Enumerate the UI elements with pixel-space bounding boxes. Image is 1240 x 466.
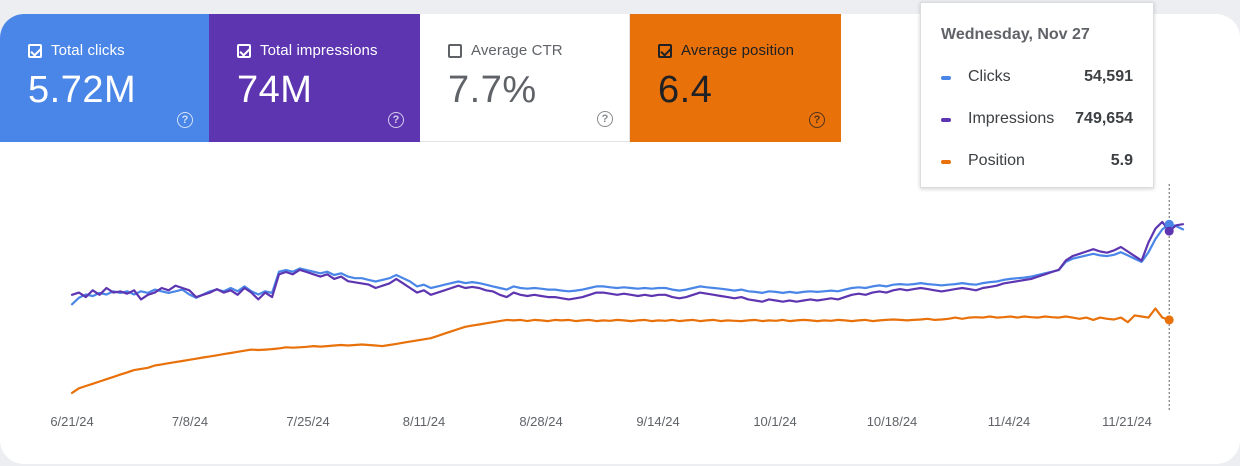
average-ctr-value: 7.7% xyxy=(448,69,537,111)
x-tick-label: 10/1/24 xyxy=(753,414,796,429)
help-icon[interactable]: ? xyxy=(388,112,404,128)
tooltip-label: Impressions xyxy=(968,110,1055,127)
help-icon[interactable]: ? xyxy=(597,111,613,127)
total-impressions-value: 74M xyxy=(237,69,313,111)
series-line-position xyxy=(70,307,1171,394)
help-icon[interactable]: ? xyxy=(177,112,193,128)
chart-tooltip: Wednesday, Nov 27 Clicks 54,591 Impressi… xyxy=(920,2,1154,188)
x-tick-label: 8/28/24 xyxy=(519,414,562,429)
total-clicks-label: Total clicks xyxy=(51,42,125,59)
total-clicks-value: 5.72M xyxy=(28,69,137,111)
x-tick-label: 11/4/24 xyxy=(988,414,1030,429)
tooltip-row-position: Position 5.9 xyxy=(941,152,1133,172)
x-tick-label: 11/21/24 xyxy=(1102,414,1152,429)
position-legend-dot xyxy=(941,160,951,164)
help-icon[interactable]: ? xyxy=(809,112,825,128)
x-tick-label: 7/8/24 xyxy=(172,414,208,429)
x-tick-label: 10/18/24 xyxy=(867,414,918,429)
performance-chart[interactable]: 6/21/24 7/8/24 7/25/24 8/11/24 8/28/24 9/14/2… xyxy=(0,14,1240,464)
impressions-checkbox[interactable] xyxy=(237,43,251,58)
tooltip-label: Position xyxy=(968,152,1025,169)
tooltip-date: Wednesday, Nov 27 xyxy=(941,26,1090,43)
hover-point-impressions xyxy=(1164,226,1174,236)
average-ctr-tile[interactable]: Average CTR 7.7% ? xyxy=(420,14,630,142)
x-tick-label: 6/21/24 xyxy=(50,414,93,429)
total-clicks-tile[interactable]: Total clicks 5.72M ? xyxy=(0,14,209,142)
average-ctr-label: Average CTR xyxy=(471,42,563,59)
ctr-checkbox[interactable] xyxy=(448,43,462,58)
x-tick-label: 9/14/24 xyxy=(636,414,679,429)
x-tick-label: 8/11/24 xyxy=(403,414,445,429)
total-impressions-label: Total impressions xyxy=(260,42,378,59)
tooltip-value: 5.9 xyxy=(1110,152,1133,169)
tooltip-label: Clicks xyxy=(968,68,1011,85)
tooltip-row-clicks: Clicks 54,591 xyxy=(941,68,1133,88)
impressions-legend-dot xyxy=(941,118,951,122)
series-line-impressions xyxy=(70,220,1185,303)
hover-point-position xyxy=(1164,315,1174,325)
series-line-clicks xyxy=(70,223,1185,306)
average-position-tile[interactable]: Average position 6.4 ? xyxy=(630,14,841,142)
average-position-value: 6.4 xyxy=(658,69,713,111)
hover-point-clicks xyxy=(1164,219,1174,229)
position-checkbox[interactable] xyxy=(658,43,672,58)
total-impressions-tile[interactable]: Total impressions 74M ? xyxy=(209,14,420,142)
clicks-legend-dot xyxy=(941,76,951,80)
tooltip-row-impressions: Impressions 749,654 xyxy=(941,110,1133,130)
clicks-checkbox[interactable] xyxy=(28,43,42,58)
tooltip-value: 749,654 xyxy=(1075,110,1133,127)
average-position-label: Average position xyxy=(681,42,795,59)
x-tick-label: 7/25/24 xyxy=(286,414,329,429)
tooltip-value: 54,591 xyxy=(1084,68,1133,85)
